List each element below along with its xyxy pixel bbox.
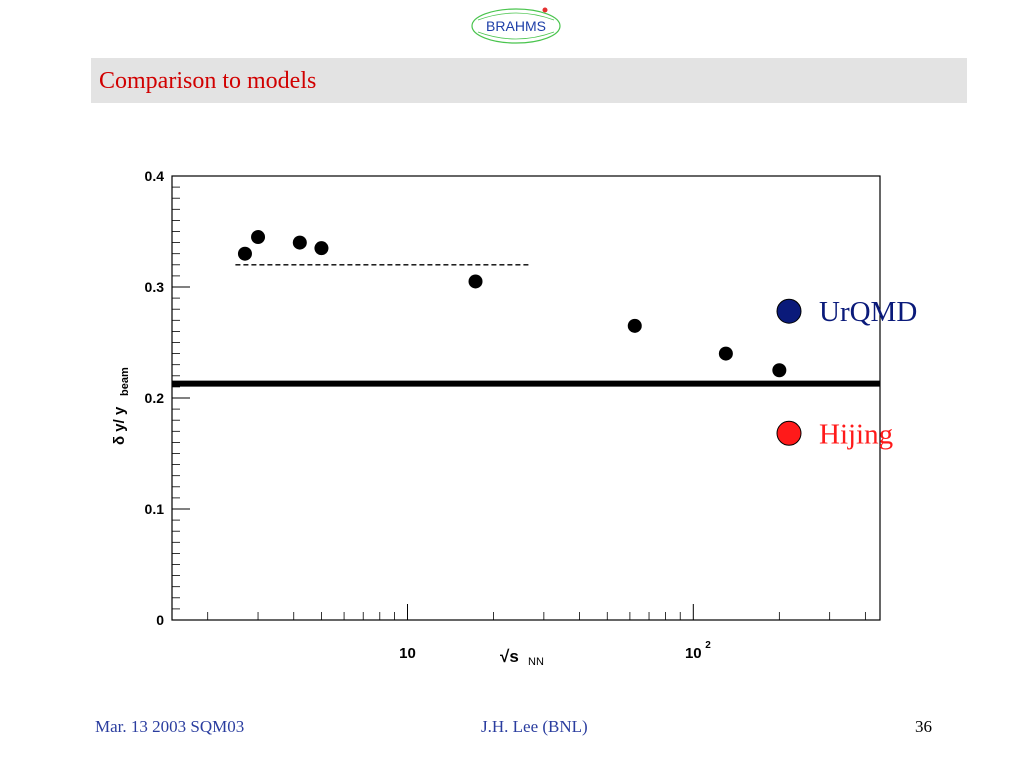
legend-marker-hijing: [776, 420, 802, 446]
logo-text: BRAHMS: [486, 18, 546, 34]
footer-date-conference: Mar. 13 2003 SQM03: [95, 717, 245, 736]
y-tick-label: 0.2: [145, 390, 165, 406]
data-point: [627, 318, 642, 333]
y-tick-label: 0.1: [145, 501, 165, 517]
x-tick-label: 10: [399, 645, 416, 662]
brahms-logo: BRAHMS: [470, 6, 562, 46]
y-tick-label: 0.4: [145, 168, 165, 184]
x-axis-label-subscript: NN: [528, 656, 544, 668]
page-number: 36: [915, 717, 932, 736]
y-tick-label: 0: [156, 612, 164, 628]
x-tick-label-exponent: 2: [705, 640, 711, 651]
y-axis-label: δ y/ y: [111, 406, 128, 445]
data-point: [314, 241, 329, 256]
data-point: [251, 230, 266, 245]
plot-frame: [171, 175, 881, 621]
x-axis-label: √s: [500, 647, 519, 666]
data-point: [237, 246, 252, 261]
data-point: [468, 274, 483, 289]
legend-label-urqmd: UrQMD: [819, 296, 917, 328]
data-point: [718, 346, 733, 361]
legend-marker-urqmd: [776, 298, 802, 324]
y-axis-label-subscript: beam: [119, 367, 131, 396]
slide-title-bar: Comparison to models: [91, 58, 967, 103]
slide-title: Comparison to models: [99, 68, 317, 94]
y-tick-label: 0.3: [145, 279, 165, 295]
data-point: [772, 363, 787, 378]
data-point: [292, 235, 307, 250]
footer-author: J.H. Lee (BNL): [481, 717, 588, 736]
legend-label-hijing: Hijing: [819, 418, 893, 450]
x-tick-label: 10: [685, 645, 702, 662]
